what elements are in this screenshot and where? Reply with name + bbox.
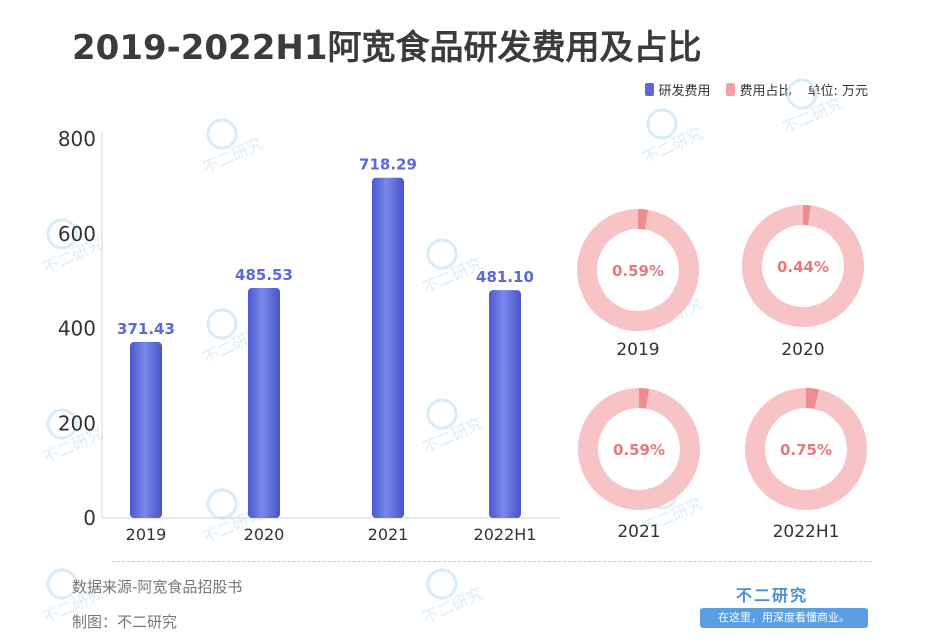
watermark-logo-icon: 不二研究 — [40, 560, 130, 634]
chart-title: 2019-2022H1阿宽食品研发费用及占比 — [72, 28, 702, 68]
bar — [489, 290, 521, 518]
donut-year-label: 2021 — [617, 522, 661, 542]
donut-hole — [599, 409, 679, 489]
y-tick-label: 800 — [58, 127, 96, 151]
legend-swatch-rd — [645, 83, 655, 96]
x-tick-label: 2019 — [126, 525, 167, 544]
legend-item-ratio: 费用占比 — [726, 80, 791, 99]
donut-slice — [577, 209, 699, 331]
chart-maker: 制图：不二研究 — [72, 613, 178, 631]
bar-value-label: 481.10 — [476, 268, 534, 286]
bar-value-label: 718.29 — [359, 156, 417, 174]
bar — [130, 342, 162, 518]
x-tick-label: 2021 — [368, 525, 409, 544]
footer-divider — [112, 561, 872, 562]
donut-year-label: 2020 — [781, 340, 825, 360]
watermark-logo-icon: 不二研究 — [640, 100, 730, 174]
brand-slogan: 在这里，用深度看懂商业。 — [700, 608, 868, 628]
y-tick-label: 200 — [58, 411, 96, 435]
bar-value-label: 371.43 — [117, 320, 175, 338]
legend-label-ratio: 费用占比 — [739, 84, 792, 99]
donut-slice — [745, 388, 867, 510]
bar — [248, 287, 280, 518]
y-tick-label: 0 — [83, 506, 96, 530]
bar-value-label: 485.53 — [235, 266, 293, 284]
donut-value-label: 0.44% — [777, 258, 829, 276]
bar — [372, 177, 404, 518]
legend-label-rd: 研发费用 — [658, 84, 711, 99]
watermark-logo-icon: 不二研究 — [40, 400, 130, 474]
watermark-logo-icon: 不二研究 — [40, 210, 130, 284]
legend-item-rd: 研发费用 — [645, 80, 710, 99]
donut-chart: 0.44% — [740, 203, 866, 333]
donut-value-label: 0.59% — [612, 262, 664, 280]
y-tick-label: 600 — [58, 222, 96, 246]
brand-logo: 不二研究 在这里，用深度看懂商业。 — [700, 582, 868, 632]
donut-slice — [578, 388, 700, 510]
watermark-logo-icon: 不二研究 — [420, 390, 510, 464]
y-tick-label: 400 — [58, 317, 96, 341]
donut-chart: 0.59% — [575, 207, 701, 337]
brand-name: 不二研究 — [736, 586, 809, 605]
x-tick-label: 2022H1 — [474, 525, 537, 544]
donut-chart: 0.75% — [743, 386, 869, 516]
watermark-logo-icon: 不二研究 — [780, 70, 870, 144]
watermark-logo-icon: 不二研究 — [420, 560, 510, 634]
donut-slice — [742, 205, 864, 327]
donut-year-label: 2019 — [616, 340, 660, 360]
donut-hole — [763, 226, 843, 306]
donut-value-label: 0.75% — [780, 441, 832, 459]
x-tick-label: 2020 — [244, 525, 285, 544]
donut-value-label: 0.59% — [613, 441, 665, 459]
unit-label: 单位: 万元 — [807, 84, 868, 99]
legend-swatch-ratio — [726, 83, 736, 96]
legend: 研发费用 费用占比 单位: 万元 — [629, 80, 868, 99]
data-source: 数据来源-阿宽食品招股书 — [72, 578, 243, 596]
donut-hole — [766, 409, 846, 489]
donut-chart: 0.59% — [576, 386, 702, 516]
donut-year-label: 2022H1 — [772, 522, 840, 542]
watermark-logo-icon: 不二研究 — [420, 230, 510, 304]
donut-hole — [598, 230, 678, 310]
watermark-logo-icon: 不二研究 — [200, 110, 290, 184]
